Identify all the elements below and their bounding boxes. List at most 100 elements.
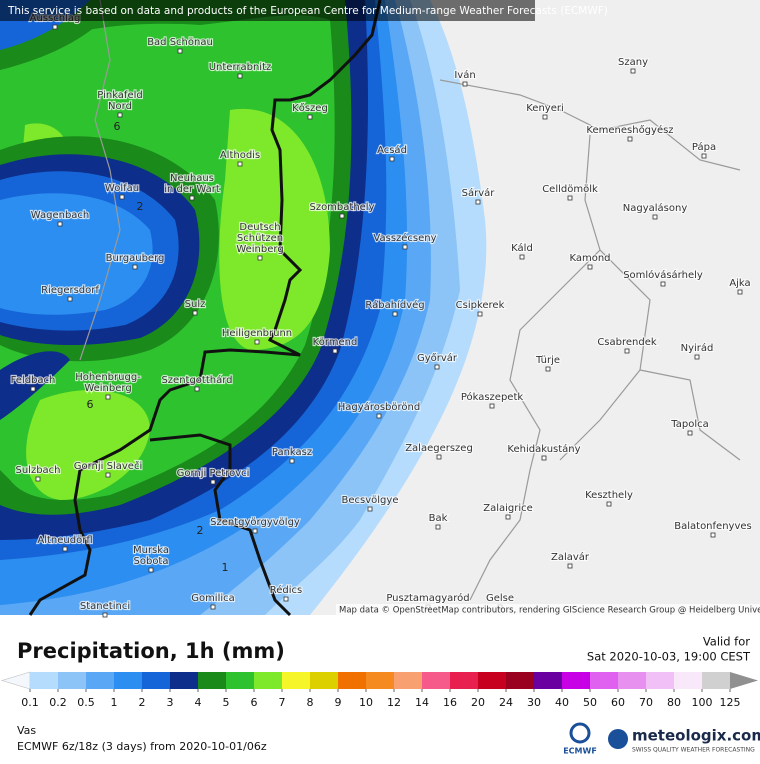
place-name: Nord: [108, 101, 132, 112]
place-name: Kőszeg: [292, 102, 328, 114]
country-border: [149, 433, 292, 617]
place-name: Hohenbrugg-: [75, 372, 141, 383]
place-marker: [192, 310, 198, 316]
place-marker: [119, 194, 125, 200]
place-marker: [435, 524, 441, 530]
place-marker: [462, 81, 468, 87]
place-marker: [392, 311, 398, 317]
place-marker: [132, 264, 138, 270]
colorbar-box: [422, 672, 450, 689]
place-name: Zalavár: [551, 551, 590, 563]
colorbar-box: [30, 672, 58, 689]
colorbar-box: [142, 672, 170, 689]
place-name: Iván: [454, 69, 475, 81]
place-name: Celldömölk: [542, 184, 598, 195]
place-name: Wagenbach: [31, 210, 90, 221]
tick-label: 8: [307, 696, 314, 709]
colorbar-box: [254, 672, 282, 689]
colorbar: 0.1 0.2 0.5 1 2 3 4 5 6 7 8 9 10 12 14 16 20 24 30 40 50 60 70…: [0, 671, 758, 709]
place-marker: [710, 532, 716, 538]
place-marker: [542, 114, 548, 120]
place-name: Schützen: [237, 233, 283, 244]
border: [79, 0, 121, 361]
place-marker: [177, 48, 183, 54]
tick-label: 7: [279, 696, 286, 709]
precip-field: [0, 0, 487, 615]
place-marker: [475, 199, 481, 205]
contour-label: 1: [222, 561, 229, 574]
place-name: Türje: [535, 355, 560, 366]
place-name: Pankasz: [272, 447, 312, 458]
place-name: Altneudörfl: [37, 535, 92, 546]
tick-label: 1: [111, 696, 118, 709]
place-name: Keszthely: [585, 490, 633, 501]
place-name: Szentgotthárd: [161, 374, 232, 386]
tick-label: 100: [692, 696, 713, 709]
place-marker: [52, 24, 58, 30]
tick-label: 2: [139, 696, 146, 709]
place-name: Kemeneshőgyész: [586, 124, 673, 136]
place-name: Szombathely: [309, 202, 374, 213]
colorbar-box: [282, 672, 310, 689]
place-marker: [376, 413, 382, 419]
colorbar-box: [478, 672, 506, 689]
place-marker: [332, 348, 338, 354]
tick-label: 0.5: [77, 696, 95, 709]
place-name: Weinberg: [84, 383, 131, 394]
place-marker: [630, 68, 636, 74]
place-name: Gelse: [486, 593, 514, 604]
place-marker: [194, 386, 200, 392]
colorbar-box: [310, 672, 338, 689]
colorbar-box: [366, 672, 394, 689]
place-name: Murska: [133, 545, 169, 556]
place-marker: [367, 506, 373, 512]
tick-label: 5: [223, 696, 230, 709]
precip-band: [219, 108, 330, 350]
place-marker: [541, 455, 547, 461]
place-marker: [289, 458, 295, 464]
place-name: Rédics: [270, 584, 303, 596]
place-marker: [35, 476, 41, 482]
colorbar-box: [562, 672, 590, 689]
place-name: Wolfau: [105, 183, 139, 194]
county-borders: [79, 0, 741, 601]
colorbar-box: [674, 672, 702, 689]
place-marker: [62, 546, 68, 552]
place-marker: [701, 153, 707, 159]
place-name: Nyirád: [681, 342, 714, 354]
place-marker: [105, 394, 111, 400]
place-name: Riegersdorf: [41, 285, 99, 296]
region: Vas: [17, 724, 36, 737]
place-marker: [545, 366, 551, 372]
place-name: Zalaigrice: [483, 503, 533, 514]
colorbar-box: [618, 672, 646, 689]
place-marker: [189, 195, 195, 201]
place-marker: [519, 254, 525, 260]
country-border: [28, 0, 382, 616]
place-name: Győrvár: [417, 352, 458, 364]
place-name: Szentgyörgyvölgy: [210, 517, 300, 528]
place-name: Sobota: [134, 556, 169, 567]
meteologix-logo: [608, 729, 628, 749]
place-name: Neuhaus: [170, 173, 214, 184]
notice: This service is based on data and produc…: [7, 5, 608, 17]
place-marker: [210, 604, 216, 610]
attribution-bar: [336, 604, 760, 615]
place-name: Csipkerek: [456, 300, 505, 311]
above-arrow: [730, 672, 758, 689]
tick-label: 10: [359, 696, 373, 709]
tick-label: 20: [471, 696, 485, 709]
place-name: Althodis: [220, 150, 260, 161]
place-name: Bad Schönau: [147, 37, 213, 48]
place-marker: [237, 161, 243, 167]
logo-text: meteologix.com: [632, 727, 760, 745]
ecmwf-text: ECMWF: [563, 747, 597, 756]
tick-label: 80: [667, 696, 681, 709]
place-marker: [148, 567, 154, 573]
place-name: Sulzbach: [15, 465, 60, 476]
tick-label: 0.1: [21, 696, 39, 709]
place-name: Deutsch: [239, 222, 280, 233]
place-marker: [652, 214, 658, 220]
